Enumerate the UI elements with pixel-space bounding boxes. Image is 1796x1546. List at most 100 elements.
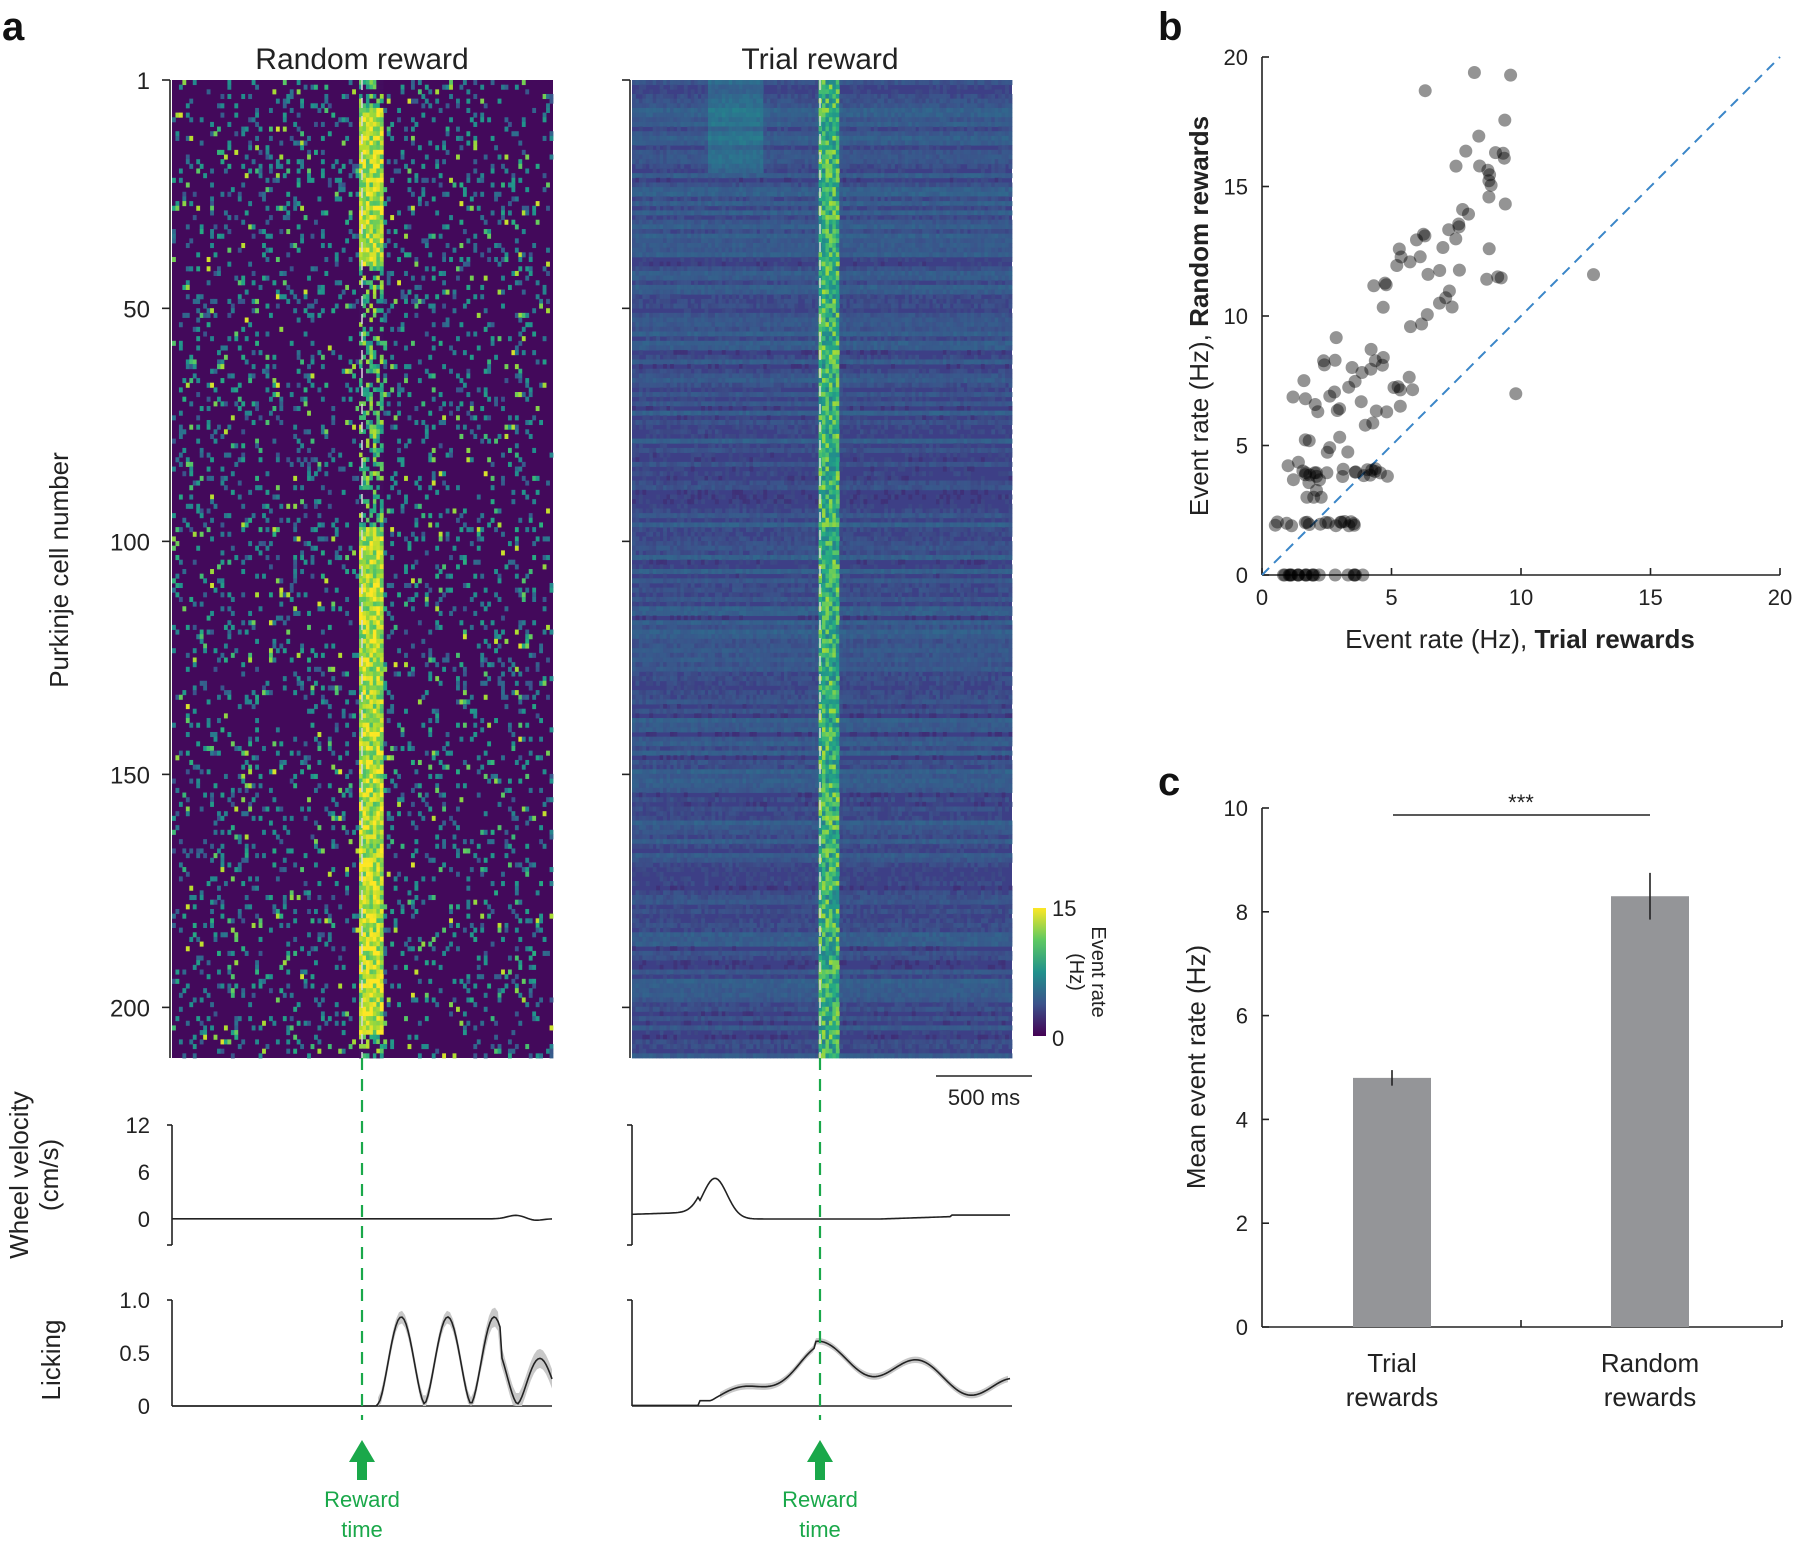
heatmap-trial-title: Trial reward [741,43,898,76]
heatmap-cell [376,210,380,215]
heatmap-cell [342,467,346,472]
heatmap-cell [356,173,360,178]
heatmap-cell [311,527,315,532]
heatmap-cell [380,262,384,267]
heatmap-cell [196,327,200,332]
heatmap-cell [373,136,377,141]
heatmap-cell [203,522,207,527]
heatmap-cell [373,113,377,118]
heatmap-cell [234,443,238,448]
heatmap-cell [466,108,470,113]
heatmap-cell [373,443,377,448]
heatmap-cell [363,467,367,472]
heatmap-cell [200,513,204,518]
heatmap-cell [532,308,536,313]
heatmap-cell [369,383,373,388]
heatmap-cell [376,248,380,253]
heatmap-cell [210,630,214,635]
heatmap-cell [366,527,370,532]
heatmap-cell [380,588,384,593]
heatmap-cell [414,178,418,183]
heatmap-cell [518,392,522,397]
heatmap-cell [518,266,522,271]
heatmap-cell [321,234,325,239]
heatmap-cell [227,313,231,318]
heatmap-cell [380,206,384,211]
heatmap-cell [363,401,367,406]
heatmap-cell [356,574,360,579]
heatmap-cell [418,89,422,94]
heatmap-cell [369,234,373,239]
heatmap-cell [352,304,356,309]
heatmap-cell [182,569,186,574]
heatmap-cell [515,443,519,448]
heatmap-cell [543,597,547,602]
heatmap-cell [359,630,363,635]
heatmap-cell [220,467,224,472]
heatmap-cell [376,206,380,211]
heatmap-cell [359,164,363,169]
heatmap-cell [210,122,214,127]
heatmap-cell [373,630,377,635]
heatmap-cell [376,499,380,504]
heatmap-cell [231,546,235,551]
heatmap-cell [345,555,349,560]
heatmap-cell [366,411,370,416]
heatmap-cell [220,103,224,108]
heatmap-cell [376,564,380,569]
heatmap-cell [186,359,190,364]
heatmap-cell [376,89,380,94]
heatmap-cell [338,555,342,560]
heatmap-cell [175,136,179,141]
heatmap-cell [189,99,193,104]
heatmap-cell [252,373,256,378]
heatmap-cell [525,276,529,281]
heatmap-cell [262,192,266,197]
heatmap-cell [522,490,526,495]
heatmap-cell [404,234,408,239]
heatmap-cell [363,588,367,593]
heatmap-cell [480,406,484,411]
heatmap-cell [539,304,543,309]
heatmap-cell [234,150,238,155]
heatmap-cell [446,103,450,108]
heatmap-cell [186,136,190,141]
heatmap-cell [366,457,370,462]
heatmap-cell [421,532,425,537]
heatmap-cell [200,229,204,234]
heatmap-cell [266,145,270,150]
heatmap-cell [352,569,356,574]
heatmap-cell [338,453,342,458]
heatmap-cell [300,443,304,448]
heatmap-cell [459,322,463,327]
heatmap-cell [227,299,231,304]
heatmap-cell [369,574,373,579]
heatmap-cell [543,94,547,99]
heatmap-cell [432,425,436,430]
heatmap-cell [297,80,301,85]
heatmap-cell [200,224,204,229]
heatmap-cell [227,229,231,234]
heatmap-cell [189,266,193,271]
heatmap-cell [515,588,519,593]
heatmap-cell [297,182,301,187]
heatmap-cell [432,308,436,313]
heatmap-cell [217,127,221,132]
heatmap-cell [321,536,325,541]
heatmap-cell [286,592,290,597]
heatmap-cell [397,387,401,392]
heatmap-cell [373,187,377,192]
heatmap-cell [477,494,481,499]
heatmap-cell [380,150,384,155]
heatmap-cell [300,206,304,211]
heatmap-cell [297,178,301,183]
heatmap-cell [449,411,453,416]
heatmap-cell [373,313,377,318]
heatmap-cell [380,602,384,607]
heatmap-cell [179,453,183,458]
heatmap-cell [252,280,256,285]
heatmap-cell [227,122,231,127]
heatmap-cell [331,457,335,462]
heatmap-cell [473,113,477,118]
heatmap-cell [394,243,398,248]
